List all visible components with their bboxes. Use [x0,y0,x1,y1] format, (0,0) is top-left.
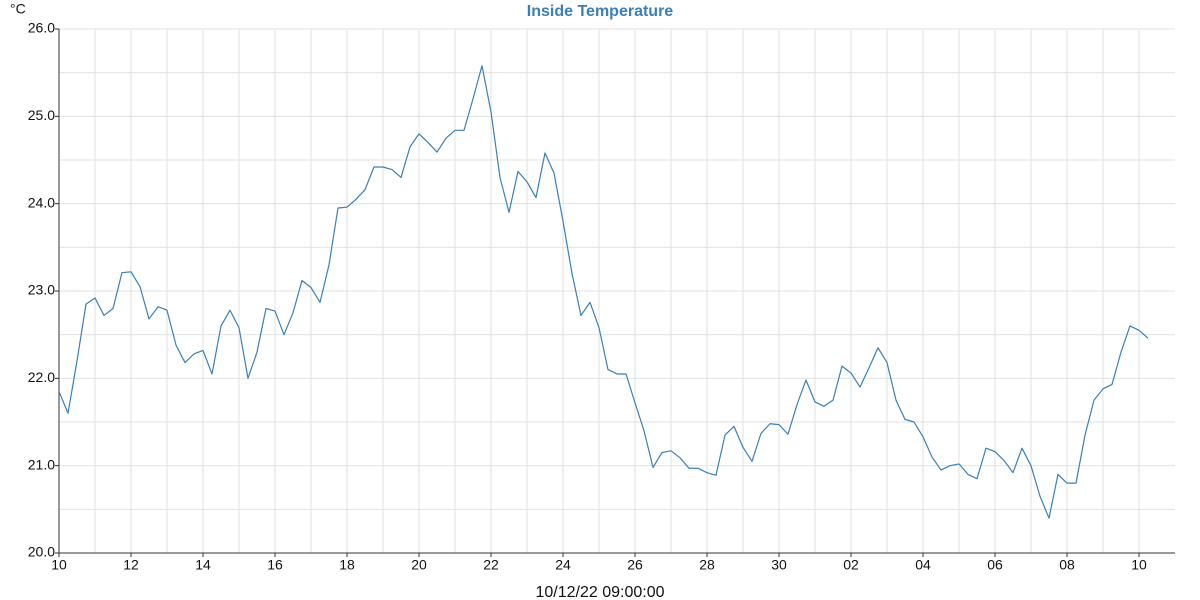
x-tick-label: 30 [771,557,787,573]
x-tick-label: 24 [555,557,571,573]
x-tick-label: 10 [1131,557,1147,573]
x-tick-label: 14 [195,557,211,573]
x-tick-label: 22 [483,557,499,573]
x-tick-label: 08 [1059,557,1075,573]
x-tick-label: 02 [843,557,859,573]
x-tick-label: 26 [627,557,643,573]
x-tick-label: 12 [123,557,139,573]
x-axis-label: 10/12/22 09:00:00 [535,584,664,600]
x-tick-label: 28 [699,557,715,573]
y-tick-label: 22.0 [28,369,55,385]
y-tick-label: 20.0 [28,544,55,560]
x-tick-label: 18 [339,557,355,573]
x-tick-label: 04 [915,557,931,573]
x-tick-label: 06 [987,557,1003,573]
y-axis-unit: °C [10,1,26,17]
y-tick-label: 21.0 [28,456,55,472]
x-tick-label: 16 [267,557,283,573]
x-tick-label: 20 [411,557,427,573]
y-tick-label: 23.0 [28,282,55,298]
x-tick-label: 10 [51,557,67,573]
data-line [58,65,1149,519]
chart-title: Inside Temperature [527,3,674,20]
y-tick-label: 26.0 [28,20,55,36]
y-tick-label: 25.0 [28,107,55,123]
y-tick-label: 24.0 [28,194,55,210]
